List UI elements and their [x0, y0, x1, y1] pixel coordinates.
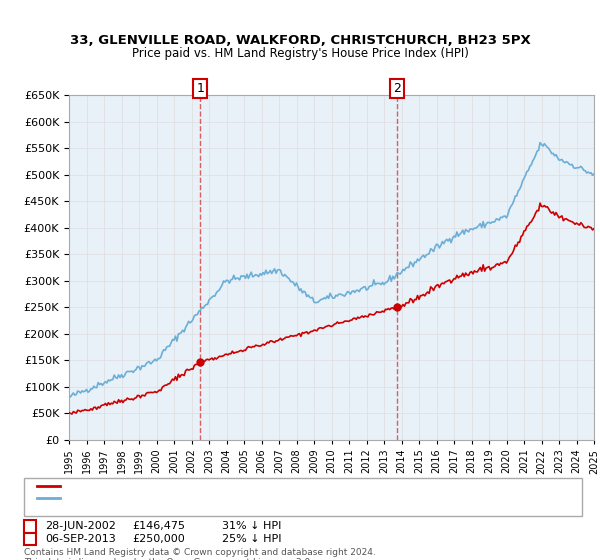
Text: 33, GLENVILLE ROAD, WALKFORD, CHRISTCHURCH, BH23 5PX (detached house): 33, GLENVILLE ROAD, WALKFORD, CHRISTCHUR… — [64, 480, 481, 491]
Text: HPI: Average price, detached house, Bournemouth Christchurch and Poole: HPI: Average price, detached house, Bour… — [64, 493, 452, 503]
Text: 06-SEP-2013: 06-SEP-2013 — [45, 534, 116, 544]
Text: 31% ↓ HPI: 31% ↓ HPI — [222, 521, 281, 531]
Text: £250,000: £250,000 — [132, 534, 185, 544]
Text: 33, GLENVILLE ROAD, WALKFORD, CHRISTCHURCH, BH23 5PX: 33, GLENVILLE ROAD, WALKFORD, CHRISTCHUR… — [70, 34, 530, 46]
Text: Contains HM Land Registry data © Crown copyright and database right 2024.
This d: Contains HM Land Registry data © Crown c… — [24, 548, 376, 560]
Text: 1: 1 — [196, 82, 204, 95]
Text: £146,475: £146,475 — [132, 521, 185, 531]
Text: 2: 2 — [26, 534, 34, 544]
Text: Price paid vs. HM Land Registry's House Price Index (HPI): Price paid vs. HM Land Registry's House … — [131, 47, 469, 60]
Text: 2: 2 — [393, 82, 401, 95]
Text: 28-JUN-2002: 28-JUN-2002 — [45, 521, 116, 531]
Text: 1: 1 — [26, 521, 34, 531]
Text: 25% ↓ HPI: 25% ↓ HPI — [222, 534, 281, 544]
